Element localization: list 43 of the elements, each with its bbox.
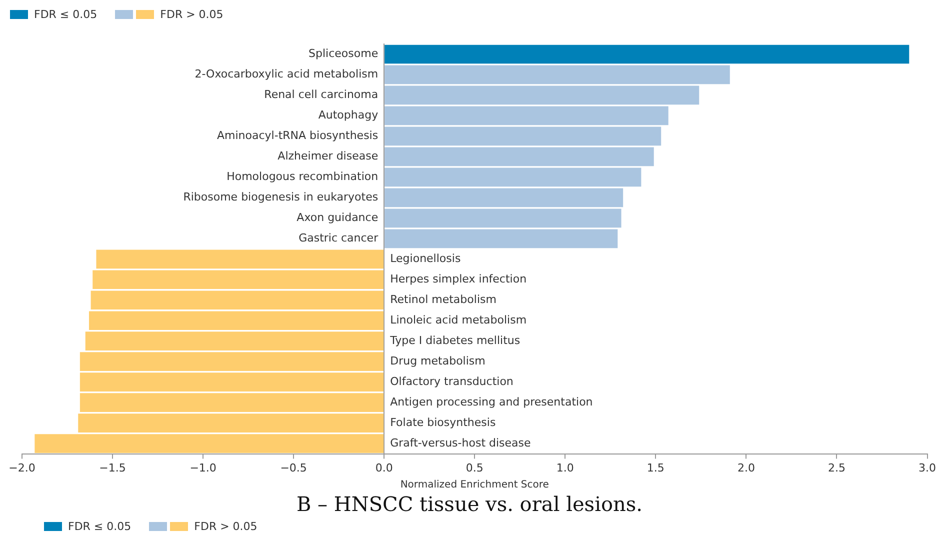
- bar: [384, 126, 662, 146]
- y-tick-label: Herpes simplex infection: [390, 272, 527, 286]
- y-tick-label: 2-Oxocarboxylic acid metabolism: [194, 68, 378, 81]
- text: B – HNSCC tissue vs. oral lesions.: [295, 492, 644, 516]
- x-tick-label: 2.0: [737, 461, 755, 474]
- y-tick-label: Antigen processing and presentation: [390, 395, 593, 408]
- y-tick-label: Legionellosis: [390, 252, 461, 266]
- y-tick-label: Type I diabetes mellitus: [389, 334, 520, 347]
- legend-label: FDR ≤ 0.05: [34, 8, 98, 20]
- legend-label: FDR > 0.05: [160, 8, 224, 20]
- y-tick-label: Ribosome biogenesis in eukaryotes: [183, 190, 378, 204]
- x-axis-title: Normalized Enrichment Score: [400, 480, 549, 491]
- y-tick-label: Retinol metabolism: [390, 292, 496, 306]
- x-tick-label: 3.0: [918, 461, 936, 474]
- x-tick-label: −2.0: [8, 461, 36, 474]
- x-tick-label: −1.0: [190, 461, 216, 474]
- y-tick-label: Autophagy: [318, 108, 379, 122]
- y-tick-label: Alzheimer disease: [278, 150, 378, 163]
- bar: [384, 65, 730, 84]
- x-tick-label: −0.5: [280, 461, 307, 474]
- y-tick-label: Homologous recombination: [226, 170, 378, 184]
- x-tick-label: −1.5: [99, 461, 126, 474]
- y-tick-label: Gastric cancer: [298, 232, 379, 245]
- y-tick-label: Spliceosome: [308, 47, 378, 60]
- x-tick-label: 2.5: [828, 461, 846, 474]
- x-tick-label: 0.0: [375, 461, 393, 474]
- y-tick-label: Aminoacyl-tRNA biosynthesis: [217, 129, 378, 142]
- x-tick-label: 1.0: [556, 461, 574, 474]
- bar: [384, 106, 668, 126]
- y-tick-label: Graft-versus-host disease: [390, 436, 532, 450]
- text: FDR > 0.05: [194, 520, 258, 532]
- text: FDR ≤ 0.05: [68, 520, 132, 532]
- y-tick-label: Olfactory transduction: [390, 374, 514, 388]
- y-tick-label: Renal cell carcinoma: [264, 88, 378, 102]
- bar: [384, 86, 700, 105]
- x-tick-label: 1.5: [646, 461, 664, 474]
- x-tick-label: 0.5: [466, 461, 484, 474]
- y-tick-label: Folate biosynthesis: [390, 416, 496, 429]
- y-tick-label: Drug metabolism: [390, 354, 486, 368]
- bar: [384, 147, 654, 166]
- y-tick-label: Axon guidance: [296, 211, 378, 224]
- bar: [384, 44, 910, 64]
- y-tick-label: Linoleic acid metabolism: [390, 313, 527, 326]
